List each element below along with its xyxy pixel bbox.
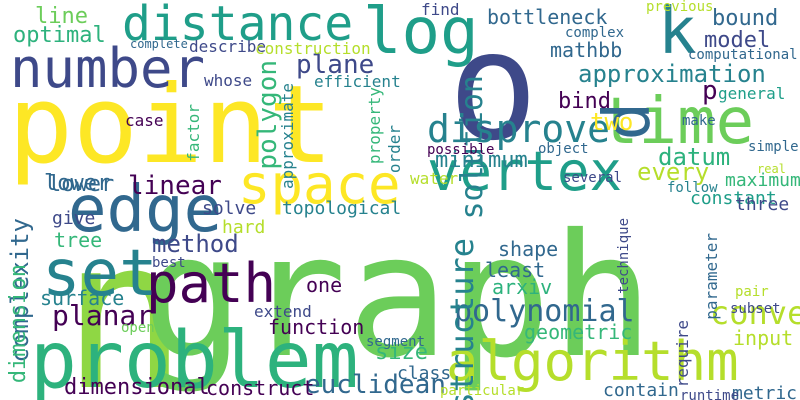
word-time: time — [600, 85, 755, 159]
word-mathbb: mathbb — [550, 38, 623, 62]
word-complete: complete — [130, 37, 188, 51]
word-hard: hard — [222, 217, 266, 238]
word-simple: simple — [748, 139, 799, 155]
word-technique: technique — [616, 218, 632, 294]
word-previous: previous — [646, 0, 714, 15]
word-contain: contain — [603, 380, 679, 400]
word-shape: shape — [498, 237, 559, 261]
word-whose: whose — [204, 71, 253, 90]
word-lower: lower — [44, 171, 111, 196]
word-two: two — [590, 108, 634, 136]
word-problem: problem — [30, 316, 359, 400]
word-planar: planar — [52, 299, 154, 332]
word-complex: complex — [565, 25, 625, 41]
word-efficient: efficient — [314, 72, 401, 91]
word-case: case — [125, 111, 164, 130]
word-possible: possible — [427, 142, 495, 158]
word-extend: extend — [254, 302, 312, 321]
word-make: make — [682, 113, 716, 129]
word-give: give — [52, 208, 96, 229]
word-function: function — [268, 315, 365, 339]
word-convex: convex — [710, 294, 800, 332]
word-follow: follow — [667, 180, 718, 196]
word-p: p — [702, 76, 718, 106]
word-bound: bound — [712, 6, 779, 31]
word-set: set — [42, 237, 158, 311]
word-construction: construction — [255, 39, 371, 58]
word-dimension: dimension — [6, 264, 31, 384]
word-optimal: optimal — [13, 23, 106, 48]
word-open: open — [121, 320, 155, 336]
word-surface: surface — [40, 286, 125, 310]
word-k: k — [658, 0, 697, 69]
word-object: object — [538, 141, 589, 157]
word-plane: plane — [296, 50, 375, 80]
word-geometric: geometric — [524, 320, 633, 344]
word-datum: datum — [658, 143, 731, 171]
word-number: number — [10, 37, 206, 100]
word-point: point — [8, 63, 334, 188]
word-real: real — [757, 162, 786, 176]
word-pair: pair — [735, 284, 769, 300]
word-subset: subset — [730, 301, 781, 317]
word-metric: metric — [732, 383, 798, 400]
word-best: best — [152, 255, 186, 271]
word-path: path — [146, 252, 277, 315]
word-topological: topological — [282, 198, 402, 219]
word-factor: factor — [184, 104, 203, 162]
word-distance: distance — [122, 0, 354, 52]
word-n: n — [62, 195, 188, 400]
word-method: method — [152, 230, 239, 258]
word-polynomial: polynomial — [454, 294, 635, 329]
word-every: every — [637, 158, 710, 186]
word-approximate: approximate — [278, 83, 297, 189]
word-approximation: approximation — [578, 60, 766, 88]
word-disprove: disprove — [427, 107, 611, 151]
word-construct: construct — [206, 376, 315, 400]
word-vertex: vertex — [427, 140, 623, 203]
word-one: one — [306, 273, 343, 297]
word-general: general — [718, 84, 786, 103]
word-minimum: minimum — [435, 148, 528, 173]
word-three: three — [735, 194, 790, 215]
word-property: property — [365, 87, 384, 165]
word-order: order — [385, 125, 404, 174]
word-dimensional: dimensional — [64, 375, 210, 400]
word-o: o — [448, 0, 539, 174]
word-line: line — [35, 4, 88, 29]
word-solve: solve — [202, 198, 257, 219]
word-class: class — [397, 363, 452, 384]
word-linear: linear — [128, 171, 222, 201]
word-describe: describe — [189, 37, 267, 56]
word-edge: edge — [68, 173, 223, 247]
word-least: least — [485, 258, 546, 282]
word-maximum: maximum — [725, 170, 800, 191]
word-size: size — [375, 340, 428, 365]
word-parameter: parameter — [702, 233, 721, 320]
word-tree: tree — [54, 228, 103, 252]
word-lower: lower — [48, 172, 115, 197]
word-constant: constant — [690, 188, 777, 209]
word-several: several — [563, 170, 623, 186]
word-segment: segment — [366, 334, 426, 350]
word-require: require — [673, 320, 692, 388]
word-log: log — [363, 0, 479, 69]
word-bottleneck: bottleneck — [487, 5, 608, 29]
word-graph: graph — [142, 198, 654, 396]
word-particular: particular — [440, 383, 525, 399]
word-space: space — [238, 153, 401, 216]
word-bind: bind — [558, 89, 611, 114]
word-arxiv: arxiv — [492, 275, 553, 299]
word-model: model — [704, 28, 771, 53]
word-euclidean: euclidean — [305, 370, 446, 400]
word-water: water — [410, 169, 459, 188]
word-runtime: runtime — [680, 388, 740, 400]
word-algorithm: algorithm — [446, 330, 739, 393]
word-input: input — [733, 326, 794, 350]
word-computational: computational — [688, 47, 798, 63]
word-find: find — [421, 0, 460, 19]
